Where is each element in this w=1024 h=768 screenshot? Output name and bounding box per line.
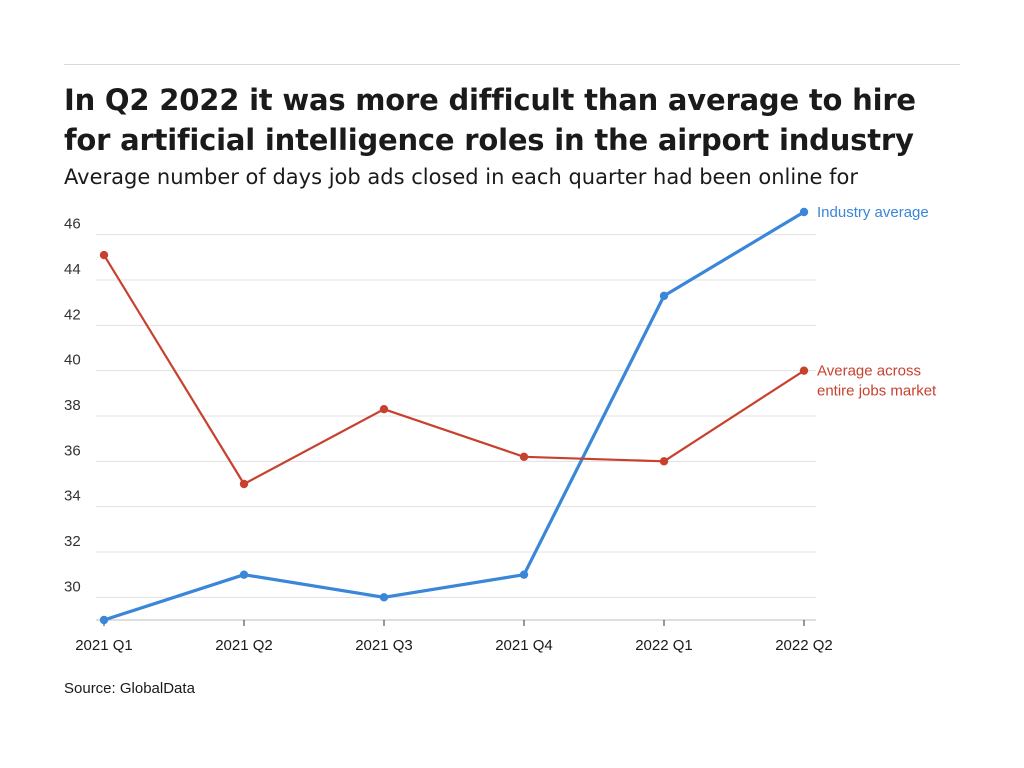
y-tick-label: 40 <box>64 352 81 369</box>
x-tick-label: 2022 Q1 <box>635 637 693 654</box>
data-point <box>519 570 529 579</box>
data-point <box>659 291 669 301</box>
series-label: Industry average <box>817 204 929 221</box>
data-point <box>239 479 249 489</box>
data-point <box>99 250 109 260</box>
y-tick-label: 46 <box>64 216 81 233</box>
chart-title: In Q2 2022 it was more difficult than av… <box>64 83 916 157</box>
y-tick-label: 44 <box>64 261 81 278</box>
data-point <box>659 457 669 466</box>
data-point <box>379 405 389 414</box>
series-line <box>102 253 806 486</box>
y-tick-label: 36 <box>64 442 81 459</box>
source-note: Source: GlobalData <box>64 680 195 697</box>
x-tick-label: 2021 Q1 <box>75 637 133 654</box>
data-point <box>799 207 809 217</box>
y-tick-label: 30 <box>64 578 81 595</box>
series-line <box>102 210 806 622</box>
chart-subtitle: Average number of days job ads closed in… <box>64 165 858 189</box>
y-tick-label: 38 <box>64 397 81 414</box>
data-point <box>799 366 809 375</box>
x-tick-label: 2021 Q2 <box>215 637 273 654</box>
x-tick-label: 2021 Q3 <box>355 637 413 654</box>
y-tick-label: 42 <box>64 306 81 323</box>
x-tick-label: 2021 Q4 <box>495 637 553 654</box>
data-point <box>99 615 109 625</box>
x-tick-label: 2022 Q2 <box>775 637 833 654</box>
y-tick-label: 32 <box>64 533 81 550</box>
series-label: Average across <box>817 363 921 380</box>
y-tick-label: 34 <box>64 488 81 505</box>
top-divider <box>64 64 960 65</box>
data-point <box>379 593 389 602</box>
series-label: entire jobs market <box>817 383 937 400</box>
data-point <box>519 452 529 461</box>
data-point <box>239 570 249 579</box>
